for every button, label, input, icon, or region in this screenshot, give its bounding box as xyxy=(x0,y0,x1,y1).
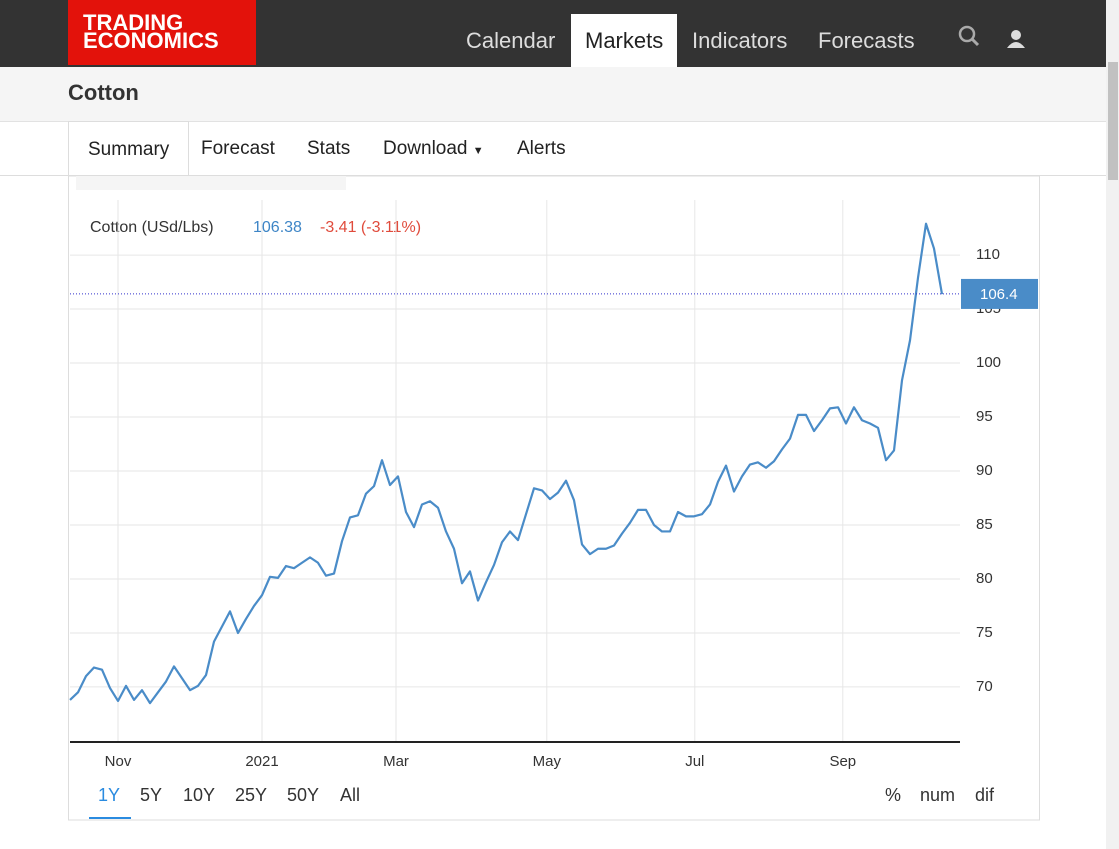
range-button[interactable]: All xyxy=(340,785,360,805)
scroll-thumb[interactable] xyxy=(1108,62,1118,180)
scrollbar[interactable] xyxy=(1106,0,1119,849)
tab[interactable]: Alerts xyxy=(517,138,566,159)
x-tick-label: May xyxy=(533,753,562,770)
tab-label: Download xyxy=(383,138,468,159)
toolbar-strip xyxy=(76,176,346,190)
range-button[interactable]: 10Y xyxy=(183,785,215,805)
nav-item[interactable]: Calendar xyxy=(466,28,556,53)
range-button[interactable]: 25Y xyxy=(235,785,267,805)
tab[interactable]: Stats xyxy=(307,138,351,159)
price-line xyxy=(69,222,944,705)
chart: Cotton (USd/Lbs) 106.38 -3.41 (-3.11%) 7… xyxy=(68,176,1040,821)
tab[interactable]: Summary xyxy=(68,121,190,177)
search-icon[interactable] xyxy=(958,25,980,47)
y-tick-label: 80 xyxy=(976,570,993,587)
tab[interactable]: Download ▼ xyxy=(383,138,484,159)
tab[interactable]: Forecast xyxy=(201,138,275,159)
mode-button[interactable]: % xyxy=(885,785,901,805)
y-tick-label: 110 xyxy=(976,246,1000,263)
user-icon[interactable] xyxy=(1007,30,1025,48)
logo[interactable]: TRADING ECONOMICS xyxy=(68,0,256,65)
range-button[interactable]: 1Y xyxy=(98,785,120,805)
x-tick-label: Sep xyxy=(829,753,856,770)
nav-item[interactable]: Markets xyxy=(571,14,678,67)
title-band xyxy=(0,67,1106,122)
last-value-label: 106.4 xyxy=(980,286,1018,303)
mode-button[interactable]: dif xyxy=(975,785,995,805)
logo-line: ECONOMICS xyxy=(83,28,219,53)
x-tick-label: 2021 xyxy=(245,753,278,770)
legend-price: 106.38 xyxy=(253,219,302,236)
nav-item[interactable]: Indicators xyxy=(692,28,788,53)
y-tick-label: 90 xyxy=(976,462,993,479)
chart-panel xyxy=(68,176,1040,821)
page-title: Cotton xyxy=(68,80,139,105)
nav-icons xyxy=(958,25,1025,48)
x-tick-label: Jul xyxy=(685,753,704,770)
range-button[interactable]: 5Y xyxy=(140,785,162,805)
logo-line: TRADING xyxy=(83,10,184,35)
y-tick-label: 95 xyxy=(976,408,993,425)
x-tick-label: Nov xyxy=(105,753,132,770)
legend-name: Cotton (USd/Lbs) xyxy=(90,219,214,236)
legend-change: -3.41 (-3.11%) xyxy=(320,219,421,236)
y-tick-label: 85 xyxy=(976,516,993,533)
x-tick-label: Mar xyxy=(383,753,409,770)
last-value-box xyxy=(961,278,1038,309)
nav-item[interactable]: Forecasts xyxy=(818,28,915,53)
y-tick-label: 70 xyxy=(976,678,993,695)
y-tick-label: 100 xyxy=(976,354,1001,371)
range-button[interactable]: 50Y xyxy=(287,785,319,805)
mode-button[interactable]: num xyxy=(920,785,955,805)
y-tick-label: 75 xyxy=(976,624,993,641)
